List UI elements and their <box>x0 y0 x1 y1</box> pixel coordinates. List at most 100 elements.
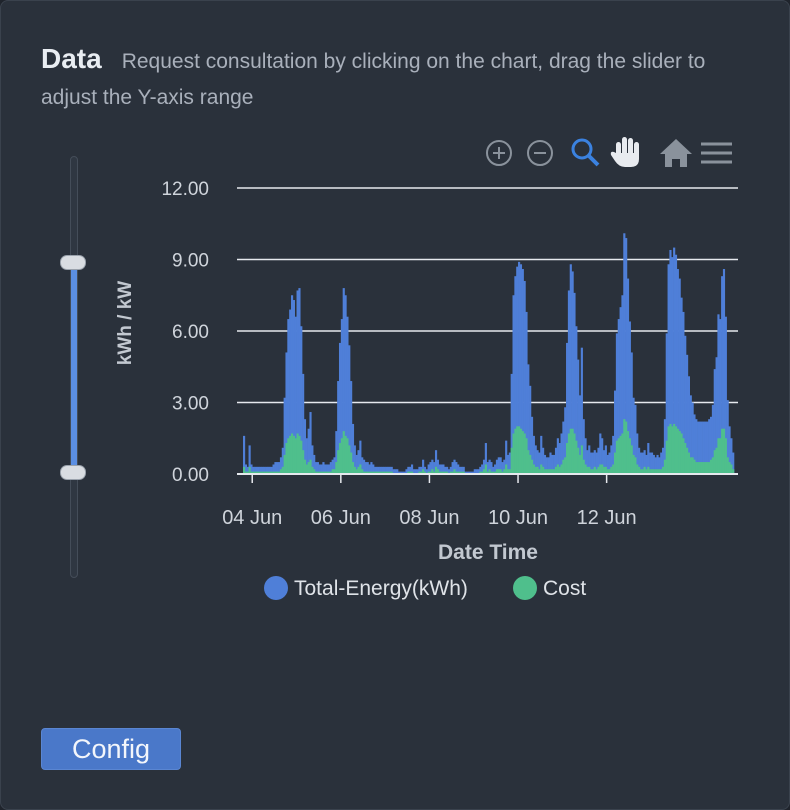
energy-bar[interactable] <box>470 471 473 474</box>
cost-bar[interactable] <box>442 471 445 474</box>
energy-bar[interactable] <box>462 466 465 474</box>
cost-bar[interactable] <box>374 471 377 474</box>
energy-bar[interactable] <box>368 464 371 474</box>
energy-bar[interactable] <box>248 445 251 474</box>
cost-bar[interactable] <box>632 454 635 474</box>
menu-icon[interactable] <box>701 142 732 164</box>
cost-bar[interactable] <box>279 469 283 474</box>
cost-bar[interactable] <box>290 433 294 474</box>
cost-bar[interactable] <box>614 452 617 474</box>
energy-bar[interactable] <box>302 373 305 474</box>
energy-bar[interactable] <box>412 469 415 474</box>
cost-bar[interactable] <box>717 438 720 474</box>
cost-bar[interactable] <box>612 464 615 474</box>
cost-bar[interactable] <box>617 438 620 474</box>
cost-bar[interactable] <box>268 471 271 474</box>
energy-bar[interactable] <box>254 466 257 474</box>
cost-bar[interactable] <box>687 452 690 474</box>
energy-bar[interactable] <box>414 469 417 474</box>
cost-bar[interactable] <box>324 471 327 474</box>
zoom-selection-icon[interactable] <box>571 138 600 167</box>
cost-bar[interactable] <box>686 447 689 474</box>
cost-bar[interactable] <box>364 471 367 474</box>
cost-bar[interactable] <box>674 426 678 474</box>
energy-bar[interactable] <box>501 462 504 474</box>
energy-bar[interactable] <box>322 462 325 474</box>
cost-bar[interactable] <box>658 469 661 474</box>
energy-bar[interactable] <box>625 238 628 474</box>
energy-bar[interactable] <box>564 407 567 474</box>
energy-bar[interactable] <box>446 466 449 474</box>
cost-bar[interactable] <box>379 471 382 474</box>
energy-bar[interactable] <box>314 462 318 474</box>
energy-bar[interactable] <box>327 464 331 474</box>
energy-bar[interactable] <box>243 435 246 474</box>
energy-bar[interactable] <box>697 421 700 474</box>
cost-bar[interactable] <box>296 433 299 474</box>
energy-bar[interactable] <box>702 421 705 474</box>
energy-bar[interactable] <box>422 459 425 474</box>
cost-bar[interactable] <box>355 469 358 474</box>
energy-bar[interactable] <box>652 454 655 474</box>
energy-bar[interactable] <box>290 295 294 474</box>
cost-bar[interactable] <box>580 445 583 474</box>
energy-bar[interactable] <box>444 466 447 474</box>
energy-bar[interactable] <box>663 419 667 474</box>
energy-bar[interactable] <box>287 319 290 474</box>
energy-bar[interactable] <box>540 435 543 474</box>
energy-bar[interactable] <box>506 454 510 474</box>
energy-bar[interactable] <box>674 254 678 474</box>
energy-bar[interactable] <box>615 333 619 474</box>
cost-bar[interactable] <box>691 457 694 474</box>
energy-bar[interactable] <box>351 423 355 474</box>
energy-bar[interactable] <box>447 469 451 474</box>
cost-bar[interactable] <box>481 471 484 474</box>
energy-bar[interactable] <box>516 266 519 474</box>
cost-bar[interactable] <box>510 447 513 474</box>
cost-bar[interactable] <box>501 471 504 474</box>
energy-bar[interactable] <box>499 457 502 474</box>
energy-bar[interactable] <box>503 459 506 474</box>
cost-bar[interactable] <box>514 428 517 474</box>
energy-bar[interactable] <box>682 311 685 474</box>
cost-bar[interactable] <box>494 471 497 474</box>
energy-bar[interactable] <box>338 342 342 474</box>
energy-bar[interactable] <box>575 326 578 474</box>
energy-bar[interactable] <box>259 466 262 474</box>
energy-bar[interactable] <box>425 469 428 474</box>
cost-bar[interactable] <box>407 471 410 474</box>
energy-bar[interactable] <box>276 462 279 474</box>
cost-bar[interactable] <box>667 426 670 474</box>
energy-bar[interactable] <box>728 426 731 474</box>
cost-bar[interactable] <box>388 471 391 474</box>
energy-bar[interactable] <box>296 290 299 474</box>
cost-bar[interactable] <box>643 466 646 474</box>
cost-bar[interactable] <box>278 471 281 474</box>
energy-bar[interactable] <box>521 269 524 474</box>
energy-bar[interactable] <box>641 452 644 474</box>
energy-bar[interactable] <box>344 295 347 474</box>
energy-bar[interactable] <box>440 464 443 474</box>
cost-bar[interactable] <box>281 466 284 474</box>
energy-bar[interactable] <box>719 319 722 474</box>
cost-bar[interactable] <box>283 454 286 474</box>
cost-bar[interactable] <box>243 466 246 474</box>
energy-bar[interactable] <box>689 395 692 474</box>
energy-bar[interactable] <box>490 462 493 474</box>
energy-bar[interactable] <box>364 462 367 474</box>
energy-bar[interactable] <box>610 445 613 474</box>
cost-bar[interactable] <box>287 438 290 474</box>
energy-chart[interactable]: 12.00 9.00 6.00 3.00 0.00 04 Jun 06 Jun 08 Jun… <box>1 1 789 641</box>
energy-bar[interactable] <box>608 452 611 474</box>
cost-bar[interactable] <box>370 471 373 474</box>
energy-bar[interactable] <box>669 249 672 474</box>
energy-bar[interactable] <box>333 457 336 474</box>
cost-bar[interactable] <box>462 471 465 474</box>
energy-bar[interactable] <box>577 359 580 474</box>
cost-bar[interactable] <box>730 464 733 474</box>
cost-bar[interactable] <box>495 469 499 474</box>
cost-bar[interactable] <box>257 471 260 474</box>
energy-bar[interactable] <box>508 452 511 474</box>
cost-bar[interactable] <box>298 435 301 474</box>
energy-bar[interactable] <box>401 471 404 474</box>
